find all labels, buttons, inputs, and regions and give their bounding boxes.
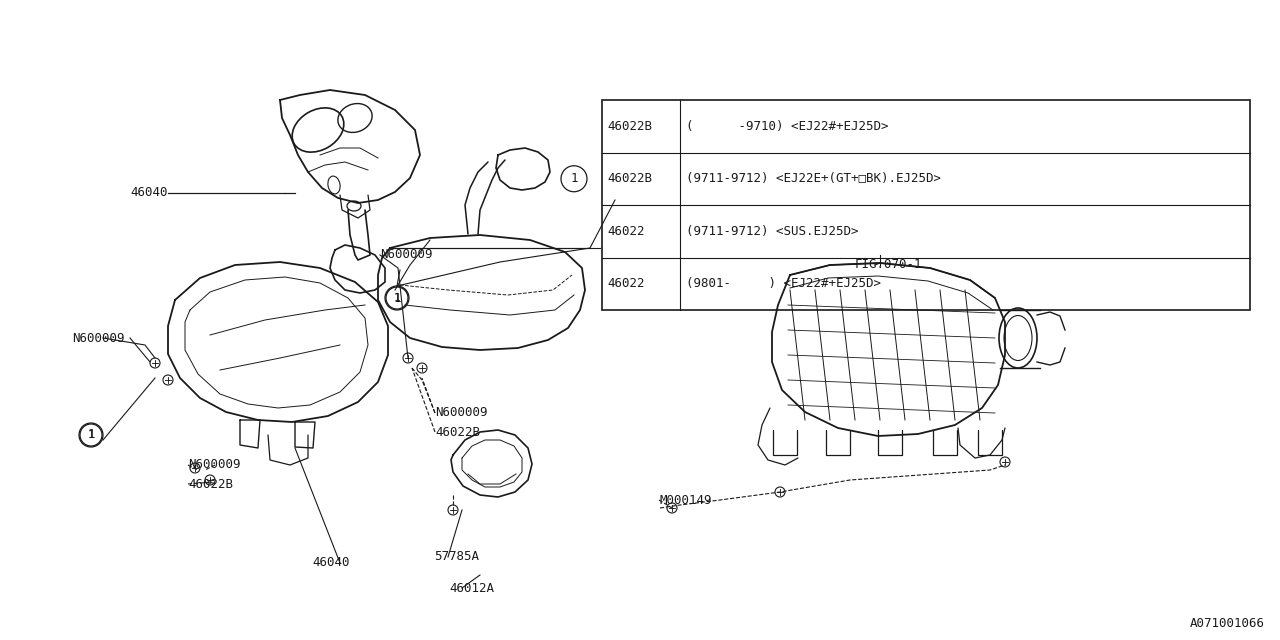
Text: 46022: 46022	[607, 277, 645, 291]
Text: 46022: 46022	[607, 225, 645, 237]
Text: 1: 1	[571, 172, 577, 185]
Text: N600009: N600009	[435, 406, 488, 419]
Text: 46040: 46040	[312, 557, 349, 570]
Text: N600009: N600009	[380, 248, 433, 262]
Text: 46022B: 46022B	[435, 426, 480, 438]
Text: (9801-     ) <EJ22#+EJ25D>: (9801- ) <EJ22#+EJ25D>	[686, 277, 881, 291]
Text: M000149: M000149	[659, 493, 712, 506]
Text: 57785A: 57785A	[434, 550, 479, 563]
Text: (9711-9712) <SUS.EJ25D>: (9711-9712) <SUS.EJ25D>	[686, 225, 859, 237]
Bar	[602, 100, 1251, 310]
Text: FIG.070-1: FIG.070-1	[855, 259, 923, 271]
Text: 46022B: 46022B	[188, 477, 233, 490]
Text: A071001066: A071001066	[1190, 617, 1265, 630]
Text: N600009: N600009	[72, 332, 124, 344]
Text: (      -9710) <EJ22#+EJ25D>: ( -9710) <EJ22#+EJ25D>	[686, 120, 888, 132]
Text: 46022B: 46022B	[607, 120, 652, 132]
Text: 1: 1	[87, 430, 95, 440]
Text: N600009: N600009	[188, 458, 241, 472]
Text: 46040: 46040	[131, 186, 168, 200]
Text: 46012A: 46012A	[449, 582, 494, 595]
Text: 1: 1	[393, 291, 401, 305]
Text: 1: 1	[87, 429, 95, 442]
Text: 46022B: 46022B	[607, 172, 652, 185]
Text: (9711-9712) <EJ22E+(GT+□BK).EJ25D>: (9711-9712) <EJ22E+(GT+□BK).EJ25D>	[686, 172, 941, 185]
Text: 1: 1	[394, 293, 401, 303]
